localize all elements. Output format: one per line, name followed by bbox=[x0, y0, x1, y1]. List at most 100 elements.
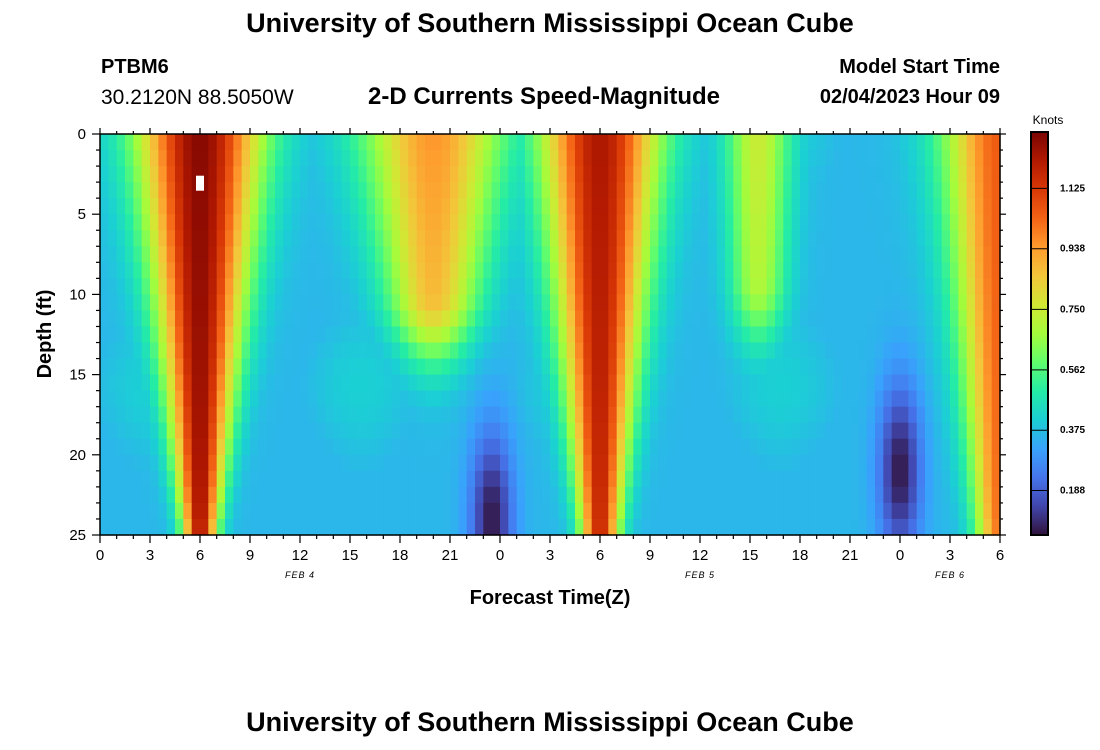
heatmap-cell bbox=[208, 390, 218, 408]
heatmap-cell bbox=[166, 342, 176, 360]
heatmap-cell bbox=[908, 214, 918, 231]
heatmap-cell bbox=[425, 198, 434, 215]
heatmap-cell bbox=[483, 406, 493, 424]
heatmap-cell bbox=[491, 470, 501, 488]
heatmap-cell bbox=[300, 246, 309, 263]
heatmap-cell bbox=[491, 406, 501, 424]
heatmap-cell bbox=[550, 342, 559, 360]
heatmap-cell bbox=[416, 214, 426, 231]
heatmap-cell bbox=[625, 486, 634, 504]
heatmap-cell bbox=[125, 438, 134, 456]
heatmap-cell bbox=[750, 294, 759, 312]
heatmap-cell bbox=[108, 198, 118, 215]
heatmap-cell bbox=[541, 182, 551, 199]
heatmap-cell bbox=[100, 262, 109, 279]
heatmap-cell bbox=[150, 422, 159, 440]
heatmap-cell bbox=[133, 246, 143, 263]
heatmap-cell bbox=[250, 326, 259, 344]
heatmap-cell bbox=[658, 294, 668, 312]
heatmap-cell bbox=[525, 166, 534, 183]
heatmap-cell bbox=[375, 182, 384, 199]
heatmap-cell bbox=[991, 454, 1001, 472]
heatmap-cell bbox=[900, 390, 909, 408]
heatmap-cell bbox=[716, 182, 726, 199]
heatmap-cell bbox=[741, 486, 751, 504]
heatmap-cell bbox=[516, 422, 526, 440]
heatmap-cell bbox=[675, 326, 684, 344]
heatmap-cell bbox=[583, 182, 593, 199]
heatmap-cell bbox=[975, 214, 984, 231]
heatmap-cell bbox=[416, 342, 426, 360]
heatmap-cell bbox=[233, 134, 243, 151]
heatmap-cell bbox=[983, 198, 993, 215]
heatmap-cell bbox=[266, 486, 276, 504]
heatmap-cell bbox=[166, 278, 176, 295]
heatmap-cell bbox=[725, 278, 734, 295]
heatmap-cell bbox=[133, 358, 143, 376]
heatmap-cell bbox=[916, 390, 926, 408]
heatmap-cell bbox=[175, 246, 184, 263]
heatmap-cell bbox=[200, 502, 209, 520]
heatmap-cell bbox=[575, 150, 584, 167]
heatmap-cell bbox=[900, 342, 909, 360]
heatmap-cell bbox=[183, 198, 193, 215]
heatmap-cell bbox=[500, 518, 509, 536]
heatmap-cell bbox=[608, 198, 618, 215]
heatmap-cell bbox=[966, 230, 976, 247]
heatmap-cell bbox=[616, 166, 626, 183]
heatmap-cell bbox=[808, 278, 818, 295]
heatmap-cell bbox=[325, 262, 334, 279]
heatmap-cell bbox=[925, 518, 934, 536]
heatmap-cell bbox=[650, 358, 659, 376]
heatmap-cell bbox=[425, 310, 434, 328]
heatmap-cell bbox=[666, 326, 676, 344]
heatmap-cell bbox=[916, 150, 926, 167]
heatmap-cell bbox=[841, 390, 851, 408]
heatmap-cell bbox=[316, 278, 326, 295]
heatmap-cell bbox=[458, 182, 468, 199]
date-label: FEB 4 bbox=[285, 570, 315, 580]
heatmap-cell bbox=[758, 214, 768, 231]
heatmap-cell bbox=[750, 390, 759, 408]
heatmap-cell bbox=[558, 182, 568, 199]
heatmap-cell bbox=[883, 214, 893, 231]
heatmap-cell bbox=[525, 262, 534, 279]
heatmap-cell bbox=[925, 502, 934, 520]
heatmap-cell bbox=[716, 262, 726, 279]
heatmap-cell bbox=[483, 518, 493, 536]
heatmap-cell bbox=[500, 486, 509, 504]
heatmap-cell bbox=[416, 470, 426, 488]
heatmap-cell bbox=[175, 214, 184, 231]
heatmap-cell bbox=[275, 374, 284, 392]
heatmap-cell bbox=[625, 518, 634, 536]
heatmap-cell bbox=[541, 358, 551, 376]
heatmap-cell bbox=[816, 518, 826, 536]
heatmap-cell bbox=[391, 438, 401, 456]
heatmap-cell bbox=[166, 486, 176, 504]
heatmap-cell bbox=[375, 454, 384, 472]
heatmap-cell bbox=[791, 294, 801, 312]
heatmap-cell bbox=[958, 182, 968, 199]
heatmap-cell bbox=[816, 390, 826, 408]
heatmap-cell bbox=[316, 390, 326, 408]
heatmap-cell bbox=[375, 326, 384, 344]
heatmap-cell bbox=[375, 310, 384, 328]
heatmap-cell bbox=[225, 198, 234, 215]
heatmap-cell bbox=[666, 374, 676, 392]
heatmap-cell bbox=[850, 214, 859, 231]
heatmap-cell bbox=[125, 310, 134, 328]
heatmap-cell bbox=[166, 166, 176, 183]
heatmap-cell bbox=[208, 454, 218, 472]
heatmap-cell bbox=[441, 326, 451, 344]
heatmap-cell bbox=[350, 486, 359, 504]
heatmap-cell bbox=[850, 438, 859, 456]
heatmap-cell bbox=[400, 454, 409, 472]
heatmap-cell bbox=[658, 182, 668, 199]
heatmap-cell bbox=[983, 438, 993, 456]
heatmap-cell bbox=[416, 406, 426, 424]
heatmap-cell bbox=[950, 166, 959, 183]
heatmap-cell bbox=[316, 358, 326, 376]
heatmap-cell bbox=[858, 278, 868, 295]
heatmap-cell bbox=[966, 406, 976, 424]
heatmap-cell bbox=[991, 486, 1001, 504]
